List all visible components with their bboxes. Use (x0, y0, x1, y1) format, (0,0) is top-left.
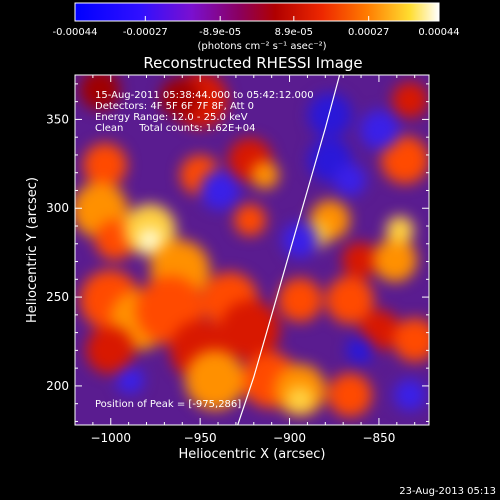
info-total-counts: Clean Total counts: 1.62E+04 (95, 123, 255, 134)
colorbar (74, 2, 440, 22)
x-axis-label: Heliocentric X (arcsec) (179, 447, 326, 462)
x-tick-label: −900 (273, 431, 306, 445)
colorbar-tick-label: 0.00027 (348, 27, 389, 38)
emission-blob (160, 78, 200, 118)
emission-blob (282, 222, 318, 258)
colorbar-tick-label: -0.00027 (123, 27, 168, 38)
emission-blob (392, 82, 428, 118)
y-axis-label: Heliocentric Y (arcsec) (25, 177, 40, 323)
colorbar-tick-label: 0.00044 (418, 27, 459, 38)
y-tick-label: 350 (46, 112, 69, 126)
colorbar-tick-label: -0.00044 (53, 27, 98, 38)
emission-blob (334, 164, 366, 196)
emission-blob (308, 93, 352, 137)
colorbar-tick-label: -8.9e-05 (199, 27, 241, 38)
x-axis: −1000 −950 −900 −850 (90, 75, 416, 445)
x-tick-label: −950 (184, 431, 217, 445)
emission-blob (286, 386, 314, 414)
emission-blob (200, 170, 240, 210)
emission-blob (381, 136, 429, 184)
colorbar-ticks (74, 16, 440, 21)
chart-title: Reconstructed RHESSI Image (143, 54, 362, 72)
emission-blob (342, 242, 378, 278)
x-tick-label: −850 (362, 431, 395, 445)
solar-limb-curve (237, 75, 341, 425)
colorbar-tick-labels: -0.00044 -0.00027 -8.9e-05 8.9e-05 0.00027 0.… (53, 27, 460, 38)
emission-blob (234, 204, 266, 236)
emission-blob (185, 350, 245, 410)
emission-blob (346, 336, 374, 364)
heatmap-emission (75, 75, 429, 417)
colorbar-units-label: (photons cm⁻² s⁻¹ asec⁻²) (197, 41, 326, 52)
emission-blob (373, 238, 417, 282)
info-energy-range: Energy Range: 12.0 - 25.0 keV (95, 112, 248, 123)
emission-blob (326, 276, 374, 324)
y-tick-label: 200 (46, 379, 69, 393)
emission-blob (251, 161, 279, 189)
emission-blob (86, 326, 134, 374)
y-tick-label: 250 (46, 290, 69, 304)
x-tick-label: −1000 (90, 431, 131, 445)
emission-blob (83, 143, 127, 187)
footer-timestamp: 23-Aug-2013 05:13 (399, 486, 496, 497)
emission-blob (116, 366, 144, 394)
y-axis: 200 250 300 350 (46, 83, 429, 422)
emission-blob (80, 75, 120, 110)
y-tick-label: 300 (46, 201, 69, 215)
info-detectors: Detectors: 4F 5F 6F 7F 8F, Att 0 (95, 101, 254, 112)
colorbar-tick-label: 8.9e-05 (275, 27, 313, 38)
observation-info: 15-Aug-2011 05:38:44.000 to 05:42:12.000… (95, 90, 314, 134)
emission-blob (220, 300, 280, 360)
emission-blob (138, 228, 162, 252)
emission-blob (360, 110, 400, 150)
emission-blob (328, 373, 372, 417)
emission-blob (394, 379, 426, 411)
emission-blob (360, 310, 400, 350)
emission-blob (393, 318, 429, 362)
emission-blob (278, 278, 322, 322)
info-time-range: 15-Aug-2011 05:38:44.000 to 05:42:12.000 (95, 90, 314, 101)
emission-blob (386, 216, 414, 244)
heatmap-image (75, 75, 429, 425)
plot-frame (74, 74, 430, 426)
peak-position-label: Position of Peak = [-975,286] (95, 399, 241, 410)
